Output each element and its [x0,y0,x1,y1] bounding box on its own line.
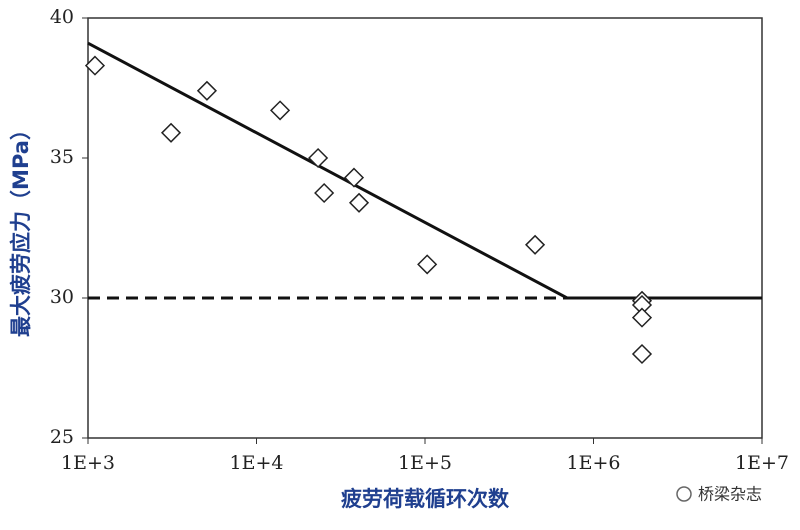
data-point [343,167,365,188]
watermark-icon [676,486,692,502]
y-axis-title: 最大疲劳应力（MPa） [9,119,33,337]
data-point [160,122,182,143]
data-point [196,80,217,101]
data-point [525,234,546,255]
x-tick-label: 1E+5 [398,452,452,474]
data-point [348,192,370,213]
data-point [417,254,438,275]
plot-frame [87,17,763,439]
x-tick-label: 1E+4 [230,452,284,474]
x-tick-label: 1E+3 [61,452,115,474]
data-point [631,307,653,328]
x-tick-label: 1E+7 [735,452,789,474]
y-tick-label: 30 [50,286,74,308]
watermark: 桥梁杂志 [698,485,762,504]
y-tick-label: 35 [50,146,74,168]
data-point [631,343,653,365]
x-axis-title: 疲劳荷载循环次数 [341,487,510,511]
data-point [314,182,335,204]
y-tick-label: 40 [50,6,74,28]
x-tick-label: 1E+6 [567,452,621,474]
data-point [84,55,106,76]
fit-line [87,41,762,300]
data-point [308,147,329,169]
data-point [270,100,291,121]
y-tick-label: 25 [50,426,74,448]
